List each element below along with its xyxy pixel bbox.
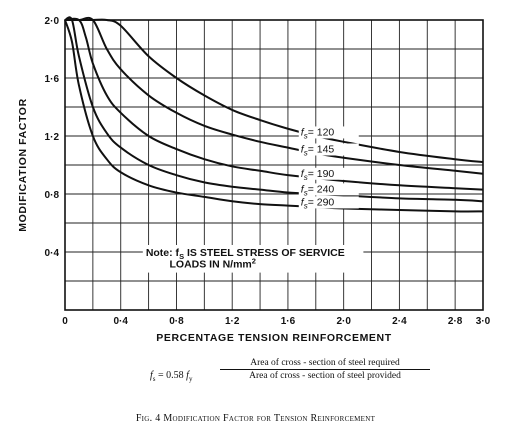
- series-label-bg: [298, 183, 359, 196]
- series-label-symbol: f: [301, 196, 305, 208]
- series-label-symbol: f: [301, 183, 305, 195]
- series-label-value: = 120: [308, 126, 335, 138]
- note-subscript: S: [179, 252, 184, 261]
- series-line: [64, 19, 484, 213]
- series-label-subscript: s: [304, 188, 308, 197]
- x-tick-label: 1·2: [225, 316, 240, 327]
- series-label-value: = 190: [308, 168, 335, 180]
- x-axis-label: PERCENTAGE TENSION REINFORCEMENT: [156, 332, 391, 344]
- formula: fs = 0.58 fy Area of cross - section of …: [150, 358, 480, 394]
- note-superscript: 2: [252, 257, 256, 266]
- formula-denominator: Area of cross - section of steel provide…: [249, 371, 401, 381]
- note-box: [142, 245, 364, 273]
- series-line: [64, 17, 484, 191]
- formula-fs: f: [150, 370, 153, 381]
- formula-numerator: Area of cross - section of steel require…: [220, 358, 430, 370]
- note-rest: IS STEEL STRESS OF SERVICE: [184, 247, 345, 259]
- note-line-1: Note: fS IS STEEL STRESS OF SERVICE: [146, 247, 345, 261]
- series-label-bg: [298, 196, 359, 209]
- series-lines: [64, 16, 484, 213]
- series-label-subscript: s: [304, 131, 308, 140]
- series-label: fs= 240: [301, 183, 335, 197]
- series-label: fs= 190: [301, 168, 335, 182]
- series-label-symbol: f: [301, 168, 305, 180]
- formula-eq: = 0.58: [155, 370, 187, 381]
- series-label-subscript: s: [304, 201, 308, 210]
- note-line-2-text: LOADS IN N/mm: [170, 259, 252, 271]
- figure-caption: Fig. 4 Modification Factor for Tension R…: [135, 413, 376, 424]
- formula-fraction: Area of cross - section of steel require…: [220, 358, 430, 381]
- x-tick-label: 0·8: [169, 316, 184, 327]
- series-line: [64, 16, 484, 203]
- series-line: [64, 18, 484, 164]
- x-tick-label: 1·6: [281, 316, 296, 327]
- series-line: [64, 16, 484, 175]
- y-tick-label: 0·4: [45, 248, 60, 259]
- series-label: fs= 290: [301, 196, 335, 210]
- axes: [64, 19, 484, 311]
- x-tick-label: 2·8: [448, 316, 463, 327]
- formula-fy-sub: y: [188, 375, 193, 383]
- tick-labels: 0 0·4 0·8 1·2 1·6 2·0 2·4 2·8 3·0 0·4 0·8 1·2 1·6 2·0: [45, 16, 491, 327]
- x-tick-label: 0·4: [114, 316, 129, 327]
- y-tick-label: 1·6: [45, 74, 60, 85]
- y-axis-label: MODIFICATION FACTOR: [17, 98, 29, 232]
- note-prefix: Note: f: [146, 247, 180, 259]
- formula-fs-sub: s: [152, 375, 156, 383]
- series-label: fs= 145: [301, 143, 335, 157]
- series-label-bg: [298, 167, 359, 180]
- series-label-symbol: f: [301, 143, 305, 155]
- series-label-bg: [298, 126, 359, 139]
- x-tick-label: 0: [62, 316, 68, 327]
- y-tick-label: 2·0: [45, 16, 60, 27]
- formula-lhs: fs = 0.58 fy: [150, 370, 192, 383]
- y-tick-label: 1·2: [45, 132, 60, 143]
- series-label-value: = 240: [308, 183, 335, 195]
- grid: [65, 20, 483, 310]
- x-tick-label: 3·0: [476, 316, 491, 327]
- series-label-subscript: s: [304, 173, 308, 182]
- series-label-value: = 290: [308, 196, 335, 208]
- series-label-symbol: f: [301, 126, 305, 138]
- series-label-bg: [298, 143, 359, 156]
- formula-fy: f: [186, 370, 189, 381]
- note-line-2: LOADS IN N/mm2: [170, 257, 256, 271]
- series-label-subscript: s: [304, 148, 308, 157]
- series-label: fs= 120: [301, 126, 335, 140]
- x-tick-label: 2·4: [392, 316, 407, 327]
- series-label-value: = 145: [308, 143, 335, 155]
- y-tick-label: 0·8: [45, 190, 60, 201]
- x-tick-label: 2·0: [336, 316, 351, 327]
- plot-frame: [64, 19, 484, 311]
